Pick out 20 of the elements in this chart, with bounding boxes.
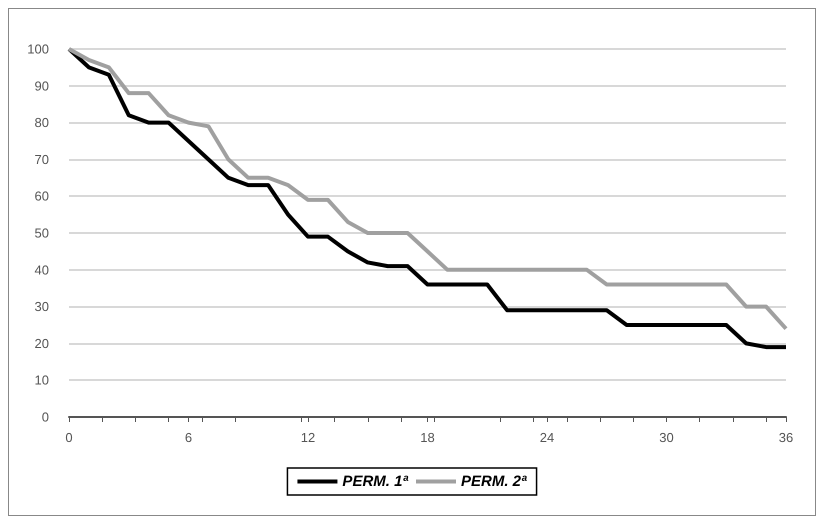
x-tick-label: 36	[778, 430, 794, 445]
y-tick-label: 0	[42, 410, 49, 424]
y-tick-label: 60	[34, 188, 49, 204]
x-tick-label: 0	[65, 430, 73, 445]
y-tick-label: 30	[34, 299, 49, 314]
legend-label: PERM. 2ª	[461, 473, 528, 490]
legend-label: PERM. 1ª	[342, 473, 408, 490]
x-tick-label: 18	[420, 430, 435, 445]
y-tick-label: 40	[34, 262, 49, 278]
x-tick-label: 30	[659, 430, 674, 445]
x-tick-label: 6	[184, 430, 192, 445]
y-tick-label: 90	[34, 78, 49, 94]
y-tick-label: 80	[34, 115, 49, 130]
x-tick-label: 12	[300, 430, 316, 445]
y-tick-label: 10	[34, 372, 49, 388]
y-tick-label: 50	[34, 226, 49, 240]
y-tick-label: 20	[34, 336, 49, 351]
y-tick-label: 70	[34, 152, 49, 167]
y-tick-label: 100	[27, 42, 49, 56]
x-tick-label: 24	[540, 430, 554, 445]
